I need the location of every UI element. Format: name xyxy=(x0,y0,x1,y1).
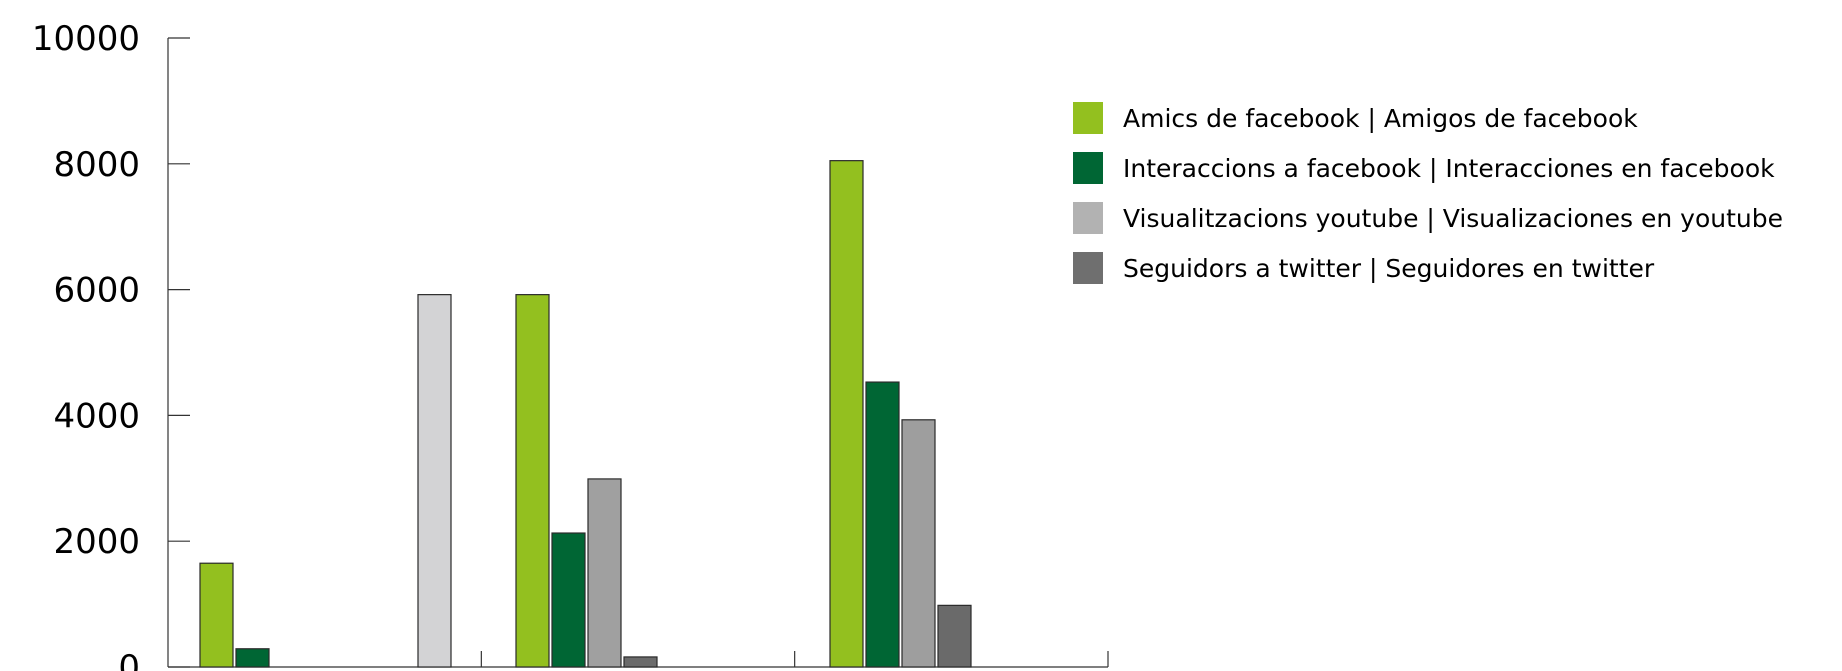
legend-swatch xyxy=(1073,252,1103,284)
bar-series-0-group-3 xyxy=(829,160,864,668)
bar-series-1-group-0 xyxy=(235,648,270,668)
legend-label: Seguidors a twitter | Seguidores en twit… xyxy=(1123,254,1655,283)
y-tick-label: 6000 xyxy=(53,271,140,311)
legend-swatch xyxy=(1073,152,1103,184)
legend-label: Visualitzacions youtube | Visualizacione… xyxy=(1123,204,1783,233)
bars-group xyxy=(199,160,972,668)
bar-series-3-group-3 xyxy=(937,604,972,668)
y-tick-label: 8000 xyxy=(53,145,140,185)
y-tick-label: 2000 xyxy=(53,522,140,562)
y-axis: 0 2000 4000 6000 8000 10000 xyxy=(32,19,190,671)
bar-series-2-group-3 xyxy=(901,419,936,668)
legend-swatch xyxy=(1073,102,1103,134)
y-tick-label: 10000 xyxy=(32,19,140,59)
legend-label: Interaccions a facebook | Interacciones … xyxy=(1123,154,1775,183)
bar-series-2-group-1 xyxy=(417,294,452,668)
bar-series-1-group-2 xyxy=(551,532,586,668)
y-tick-label: 0 xyxy=(118,648,140,671)
legend-label: Amics de facebook | Amigos de facebook xyxy=(1123,104,1638,133)
legend: Amics de facebook | Amigos de facebook In… xyxy=(1073,102,1783,284)
bar-series-2-group-2 xyxy=(587,478,622,668)
bar-series-0-group-0 xyxy=(199,562,234,668)
bar-series-3-group-2 xyxy=(623,656,658,668)
bar-series-1-group-3 xyxy=(865,381,900,668)
bar-series-0-group-2 xyxy=(515,294,550,668)
legend-swatch xyxy=(1073,202,1103,234)
y-tick-label: 4000 xyxy=(53,396,140,436)
